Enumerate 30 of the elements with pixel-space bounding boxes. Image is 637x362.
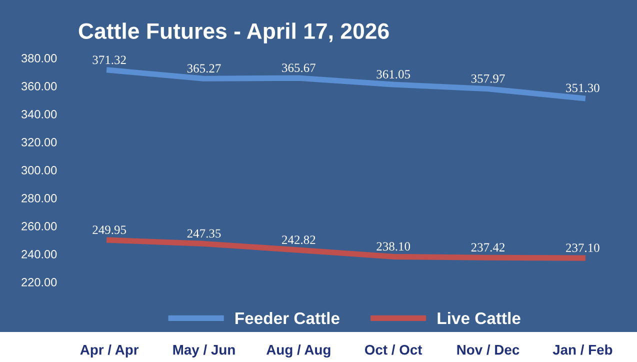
data-label: 357.97 [471, 74, 505, 83]
data-label: 249.95 [92, 226, 126, 234]
data-label: 247.35 [187, 229, 221, 238]
data-label: 371.32 [92, 56, 126, 64]
chart-title: Cattle Futures - April 17, 2026 [78, 22, 389, 44]
x-tick-label: Aug / Aug [266, 344, 330, 358]
y-tick-label: 220.00 [22, 278, 57, 286]
y-tick-label: 340.00 [21, 110, 57, 118]
legend-label: Live Cattle [438, 312, 520, 324]
y-tick-label: 240.00 [22, 250, 57, 258]
x-tick-label: May / Jun [173, 344, 235, 358]
data-label: 242.82 [282, 236, 316, 244]
data-label: 365.27 [187, 64, 221, 73]
y-tick-label: 300.00 [21, 166, 57, 174]
data-label: 351.30 [566, 84, 600, 92]
data-label: 365.67 [282, 64, 316, 72]
y-tick-label: 260.00 [22, 222, 57, 230]
x-tick-label: Oct / Oct [364, 344, 422, 355]
y-tick-label: 360.00 [21, 82, 57, 90]
data-label: 361.05 [376, 70, 410, 79]
y-tick-label: 280.00 [22, 194, 57, 202]
data-label: 237.42 [471, 243, 504, 252]
legend-label: Feeder Cattle [236, 312, 340, 324]
data-label: 238.10 [376, 242, 410, 251]
y-tick-label: 380.00 [21, 54, 57, 62]
data-label: 237.10 [566, 244, 600, 252]
x-tick-label: Nov / Dec [457, 344, 520, 355]
x-tick-label: Jan / Feb [552, 344, 612, 355]
x-tick-label: Apr / Apr [80, 344, 139, 358]
y-tick-label: 320.00 [21, 138, 57, 146]
